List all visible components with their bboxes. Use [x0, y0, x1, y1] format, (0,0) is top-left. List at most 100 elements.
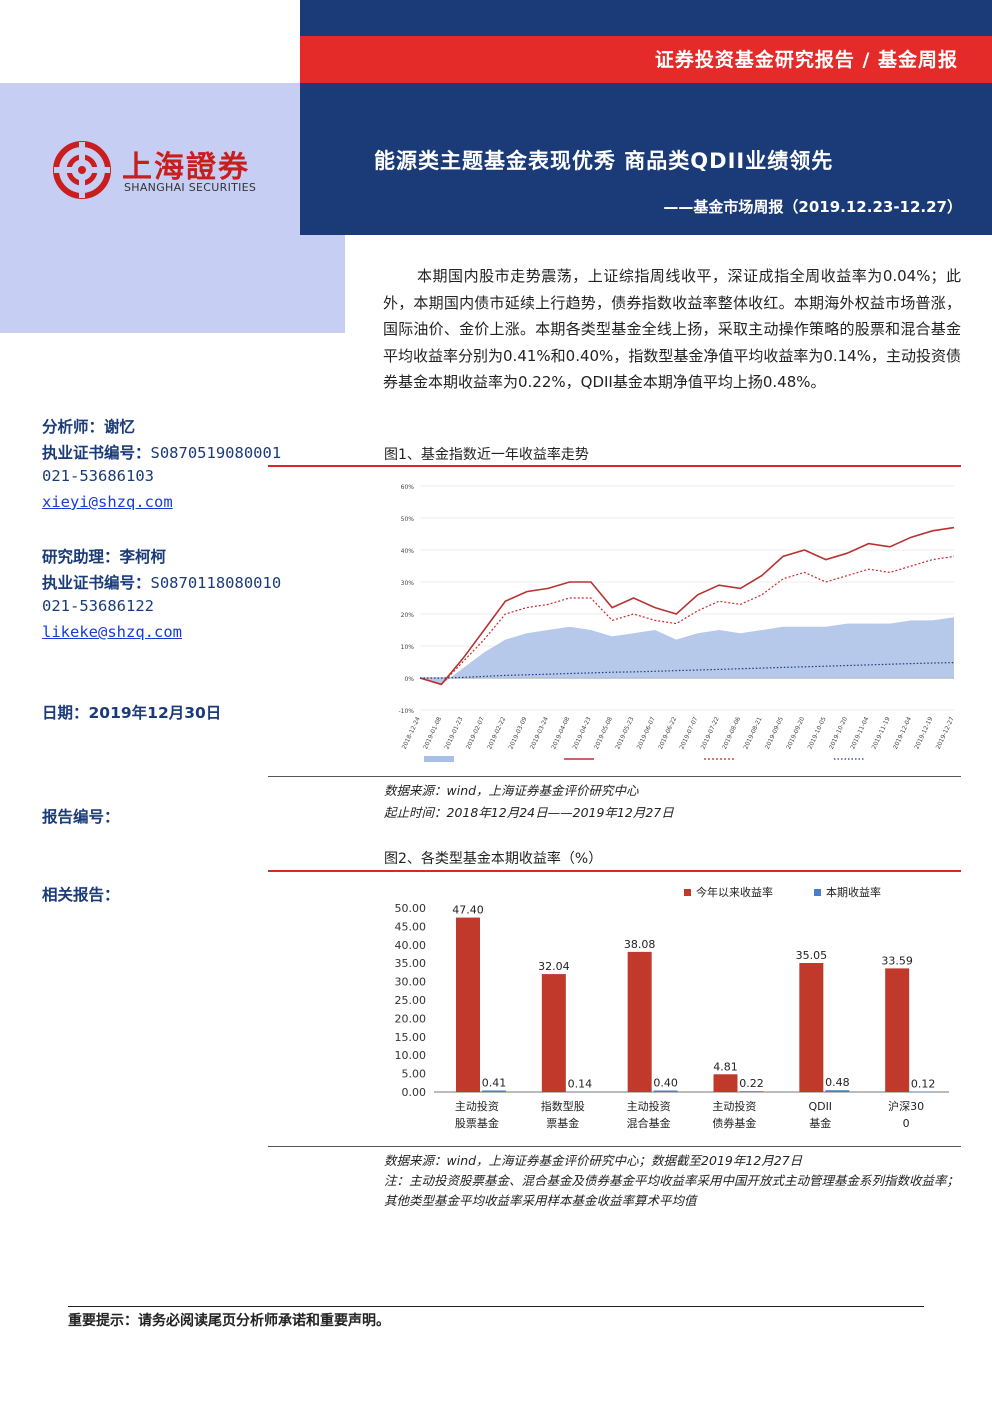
x-tick-label: 2019-05-23 [614, 716, 635, 751]
legend-label: 今年以来收益率 [696, 885, 773, 899]
x-tick-label: 2019-02-22 [486, 716, 507, 751]
bar-week [825, 1090, 850, 1092]
series-title: 证券投资基金研究报告 / 基金周报 [654, 49, 958, 71]
company-logo-icon [53, 141, 111, 199]
related-reports-label: 相关报告： [42, 886, 120, 904]
bar-ytd [541, 974, 566, 1092]
x-tick-label: 2019-02-07 [465, 716, 486, 751]
x-tick-label: 2019-05-08 [593, 716, 614, 751]
data-label: 0.48 [825, 1076, 850, 1089]
y-tick-label: 5.00 [402, 1068, 427, 1081]
y-tick-label: 35.00 [395, 957, 427, 970]
figure1-caption: 图1、基金指数近一年收益率走势 [384, 447, 589, 463]
x-category-label: 票基金 [546, 1116, 579, 1130]
logo-wordmark: 上海證券 [122, 150, 250, 185]
bar-ytd [713, 1074, 738, 1092]
x-tick-label: 2019-07-07 [678, 716, 699, 751]
y-tick-label: 30% [401, 580, 415, 587]
bar-week [567, 1091, 592, 1093]
x-tick-label: 2019-12-19 [913, 716, 934, 751]
data-label: 0.22 [739, 1077, 764, 1090]
x-category-label: 股票基金 [455, 1116, 499, 1130]
x-tick-label: 2019-11-19 [871, 716, 892, 751]
x-category-label: 0 [903, 1117, 910, 1130]
x-tick-label: 2019-04-08 [550, 716, 571, 751]
series-line-4 [420, 662, 955, 679]
data-label: 33.59 [881, 954, 913, 967]
data-label: 0.12 [911, 1078, 936, 1091]
y-tick-label: 20% [401, 612, 415, 619]
x-tick-label: 2019-04-23 [572, 716, 593, 751]
y-tick-label: 25.00 [395, 994, 427, 1007]
y-tick-label: 10% [401, 644, 415, 651]
x-tick-label: 2019-07-22 [700, 716, 721, 751]
series-area-1 [420, 617, 954, 685]
figure2-bar-chart: 0.00 5.00 10.00 15.00 20.00 25.00 30.00 35.00 40… [395, 885, 949, 1130]
y-tick-label: 60% [401, 484, 415, 491]
legend-swatch [814, 889, 821, 896]
figure1-period: 起止时间：2018年12月24日——2019年12月27日 [384, 805, 674, 820]
x-tick-label: 2019-06-07 [636, 716, 657, 751]
x-category-label: QDII [808, 1100, 832, 1113]
figure1-top-rule [268, 465, 961, 467]
summary-paragraph: 本期国内股市走势震荡，上证综指周线收平，深证成指全周收益率为0.04%；此外，本… [383, 267, 961, 391]
header-top-bar [300, 0, 992, 36]
x-tick-label: 2019-12-27 [935, 716, 956, 751]
footer-rule [68, 1306, 924, 1307]
x-category-label: 债券基金 [712, 1116, 756, 1130]
figure2-source: 数据来源：wind，上海证券基金评价研究中心；数据截至2019年12月27日 [384, 1153, 803, 1168]
data-label: 4.81 [713, 1060, 738, 1073]
analyst-email-link[interactable]: xieyi@shzq.com [42, 493, 173, 511]
date-label: 日期： [42, 704, 89, 722]
data-label: 35.05 [796, 949, 828, 962]
header-light-panel [0, 83, 300, 235]
data-label: 32.04 [538, 960, 570, 973]
assistant-cert-line: 执业证书编号：S0870118080010 [42, 571, 281, 593]
assistant-label: 研究助理： [42, 548, 120, 566]
data-label: 47.40 [452, 904, 484, 917]
data-label: 38.08 [624, 938, 656, 951]
date-value: 2019年12月30日 [88, 704, 222, 722]
x-tick-label: 2019-03-09 [508, 716, 529, 751]
y-tick-label: 40.00 [395, 939, 427, 952]
cert-label: 执业证书编号： [42, 444, 151, 462]
x-tick-label: 2019-09-05 [764, 716, 785, 751]
figure2-bottom-rule [268, 1146, 961, 1147]
y-tick-label: 0% [404, 676, 414, 683]
y-tick-label: 40% [401, 548, 415, 555]
figure2-top-rule [268, 870, 961, 872]
assistant-email-link[interactable]: likeke@shzq.com [42, 623, 182, 641]
x-category-label: 指数型股 [541, 1099, 585, 1113]
x-tick-label: 2019-08-21 [742, 716, 763, 751]
report-number-label: 报告编号： [42, 808, 120, 826]
assistant-phone: 021-53686122 [42, 597, 154, 615]
header-series-bar [300, 36, 992, 83]
series-line-3 [419, 555, 955, 686]
logo-english: SHANGHAI SECURITIES [124, 181, 257, 194]
y-tick-label: 20.00 [395, 1012, 427, 1025]
analyst-phone: 021-53686103 [42, 467, 154, 485]
figure1-line-chart: -10%0%10%20%30%40%50%60%2018-12-24 2019-0… [398, 484, 956, 762]
analyst-cert-line: 执业证书编号：S0870519080001 [42, 441, 281, 463]
x-category-label: 主动投资 [627, 1099, 671, 1113]
figure2-caption: 图2、各类型基金本期收益率（%） [384, 851, 603, 867]
x-tick-label: 2019-10-20 [828, 716, 849, 751]
bar-week [911, 1091, 936, 1093]
legend-swatch [684, 889, 691, 896]
data-label: 0.14 [568, 1077, 593, 1090]
data-label: 0.41 [482, 1076, 507, 1089]
analyst-line: 分析师：谢忆 [42, 415, 135, 437]
y-tick-label: 50% [401, 516, 415, 523]
footer-notice: 重要提示：请务必阅读尾页分析师承诺和重要声明。 [68, 1313, 390, 1329]
figure1-source: 数据来源：wind，上海证券基金评价研究中心 [384, 783, 639, 798]
x-tick-label: 2019-01-08 [422, 716, 443, 751]
y-tick-label: 50.00 [395, 902, 427, 915]
x-tick-label: 2019-08-06 [721, 716, 742, 751]
assistant-line: 研究助理：李柯柯 [42, 545, 166, 567]
y-tick-label: 45.00 [395, 920, 427, 933]
x-tick-label: 2018-12-24 [401, 716, 422, 751]
x-tick-label: 2019-10-05 [807, 716, 828, 751]
assistant-name: 李柯柯 [119, 548, 167, 566]
x-category-label: 混合基金 [627, 1116, 671, 1130]
bar-week [482, 1090, 506, 1092]
